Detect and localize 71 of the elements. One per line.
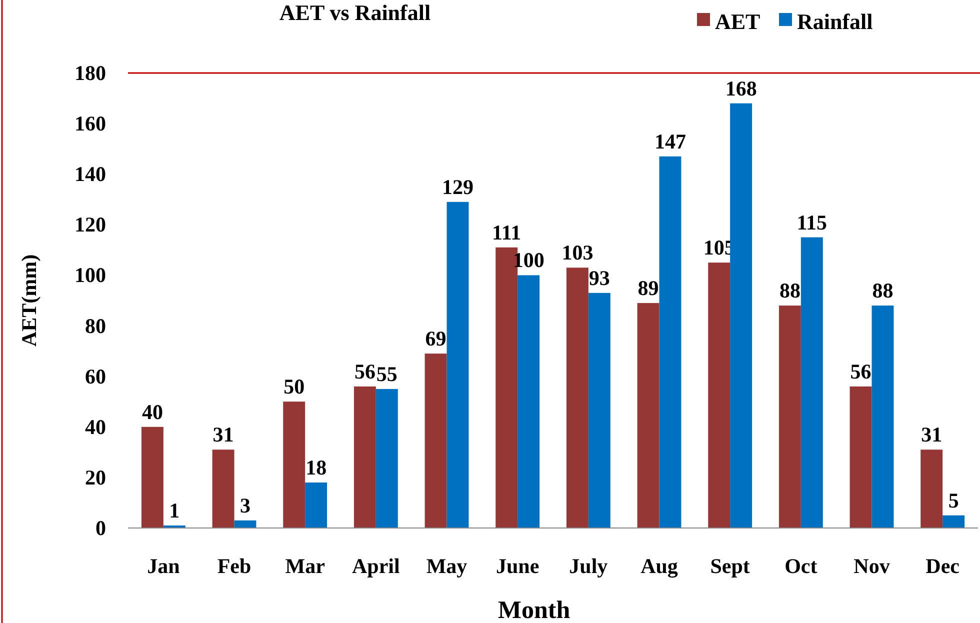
y-tick-label: 180 <box>74 61 106 85</box>
data-label: 93 <box>588 266 610 290</box>
y-axis-title: AET(mm) <box>17 254 41 347</box>
bar <box>354 386 376 528</box>
y-tick-label: 40 <box>85 414 106 439</box>
bar <box>872 306 894 528</box>
data-label: 1 <box>169 498 180 522</box>
y-tick-label: 0 <box>96 516 106 540</box>
data-label: 89 <box>638 276 659 300</box>
data-label: 88 <box>872 278 894 303</box>
data-label: 55 <box>376 362 398 386</box>
bar <box>778 306 801 528</box>
data-label: 168 <box>725 76 757 100</box>
y-tick-label: 100 <box>74 263 106 288</box>
bar <box>376 388 398 528</box>
bar <box>708 262 730 528</box>
data-label: 115 <box>796 210 828 234</box>
y-tick-label: 140 <box>74 162 106 186</box>
x-tick-label: Mar <box>285 554 325 578</box>
data-label: 56 <box>850 359 872 384</box>
x-tick-label: July <box>569 554 608 578</box>
y-tick-label: 20 <box>85 465 106 490</box>
chart-title: AET vs Rainfall <box>279 0 431 25</box>
bar <box>212 450 234 528</box>
x-axis-title: Month <box>498 597 570 623</box>
bar <box>730 103 752 528</box>
bar <box>637 303 660 528</box>
x-tick-label: June <box>496 554 540 578</box>
bar <box>283 402 306 528</box>
data-label: 3 <box>240 493 250 518</box>
bar <box>566 268 588 528</box>
y-tick-label: 60 <box>85 364 106 388</box>
data-label: 40 <box>142 400 163 424</box>
bar <box>424 354 447 528</box>
data-label: 88 <box>779 278 800 303</box>
x-tick-label: May <box>426 554 468 578</box>
bar <box>920 450 943 528</box>
data-label: 103 <box>562 240 594 265</box>
data-label: 147 <box>654 129 686 154</box>
x-tick-label: Nov <box>854 554 890 578</box>
x-tick-label: Aug <box>640 554 678 578</box>
data-label: 5 <box>948 488 959 512</box>
data-label: 50 <box>284 374 305 399</box>
data-label: 56 <box>354 359 376 384</box>
bar <box>659 156 682 528</box>
x-tick-label: Dec <box>926 554 960 578</box>
x-tick-label: Jan <box>147 554 180 578</box>
data-label: 69 <box>425 326 446 351</box>
x-tick-label: Sept <box>710 554 750 578</box>
y-tick-label: 80 <box>85 314 106 338</box>
bar <box>588 292 610 528</box>
bar <box>942 515 965 528</box>
bar <box>234 520 256 528</box>
x-tick-label: April <box>352 554 400 578</box>
bar <box>800 237 823 528</box>
y-tick-label: 120 <box>74 212 106 237</box>
bar <box>141 426 164 528</box>
legend-label: Rainfall <box>797 9 873 34</box>
data-label: 129 <box>442 174 474 199</box>
bar <box>305 482 328 528</box>
bar <box>518 275 540 528</box>
bar <box>446 202 469 528</box>
data-label: 111 <box>492 220 522 244</box>
data-label: 18 <box>306 456 327 480</box>
y-tick-label: 160 <box>74 112 106 136</box>
data-label: 31 <box>921 422 942 447</box>
data-label: 31 <box>212 422 234 447</box>
x-tick-label: Feb <box>217 554 252 578</box>
x-tick-label: Oct <box>784 554 818 578</box>
legend-label: AET <box>715 9 761 34</box>
bar <box>850 386 872 528</box>
